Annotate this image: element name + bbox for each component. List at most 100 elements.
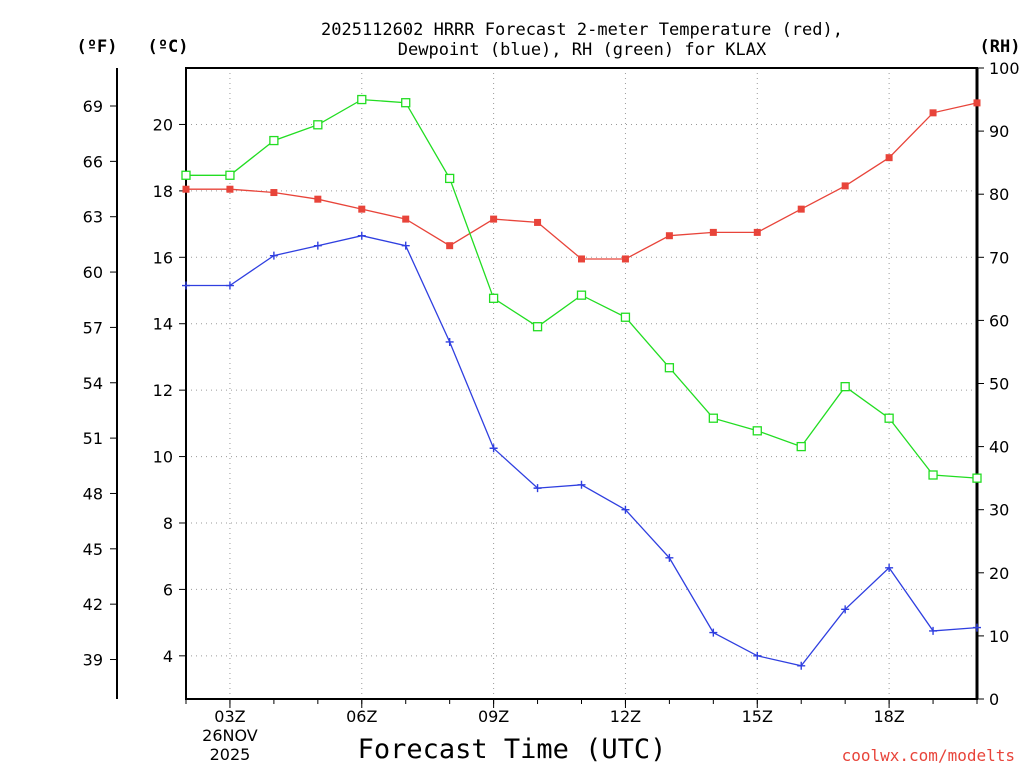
temperature-point — [490, 215, 498, 223]
temperature-point — [797, 205, 805, 213]
credit-text: coolwx.com/modelts — [842, 746, 1015, 765]
temperature-point — [314, 195, 322, 203]
rh-tick-label: 60 — [989, 311, 1009, 330]
temperature-point — [270, 189, 278, 197]
dewpoint-point — [489, 444, 498, 453]
rh-tick-label: 70 — [989, 248, 1009, 267]
rh-point — [269, 135, 279, 146]
fahrenheit-tick-label: 54 — [83, 374, 103, 393]
dewpoint-point — [577, 480, 586, 489]
dewpoint-point — [753, 651, 762, 660]
rh-point — [445, 173, 455, 184]
rh-tick-label: 100 — [989, 59, 1020, 78]
fahrenheit-tick-label: 66 — [83, 152, 103, 171]
x-tick-label: 06Z — [346, 707, 377, 726]
fahrenheit-tick-label: 63 — [83, 208, 103, 227]
dewpoint-point — [313, 241, 322, 250]
dewpoint-point — [357, 231, 366, 240]
rh-point — [620, 312, 631, 322]
axis-layer: 39 42 45 48 51 54 57 60 63 66 69 4 6 8 10 12 14 16 18 20 0 10… — [83, 59, 1020, 764]
rh-tick-label: 10 — [989, 627, 1009, 646]
rh-tick-label: 30 — [989, 501, 1009, 520]
temperature-point — [753, 228, 761, 236]
rh-point — [752, 426, 762, 436]
celsius-tick-label: 20 — [153, 115, 173, 134]
temperature-point — [182, 185, 190, 193]
temperature-point — [973, 99, 981, 107]
x-tick-label: 18Z — [873, 707, 904, 726]
grid-layer — [186, 68, 977, 699]
dewpoint-point — [445, 337, 454, 346]
dewpoint-point — [709, 628, 718, 637]
temperature-point — [709, 228, 717, 236]
rh-point — [884, 413, 894, 423]
rh-point — [664, 363, 675, 373]
rh-point — [972, 473, 982, 483]
rh-point — [181, 170, 191, 180]
x-tick-date: 26NOV — [202, 726, 258, 745]
rh-point — [401, 98, 411, 108]
rh-tick-label: 40 — [989, 438, 1009, 457]
x-tick-label: 09Z — [478, 707, 509, 726]
fahrenheit-unit-label: (ºF) — [77, 37, 118, 57]
rh-point — [357, 94, 367, 105]
temperature-point — [402, 215, 410, 223]
fahrenheit-tick-label: 60 — [83, 263, 103, 282]
dewpoint-point — [841, 605, 850, 614]
rh-point — [928, 470, 938, 480]
dewpoint-point — [533, 484, 542, 493]
series-layer — [181, 94, 982, 670]
dewpoint-point — [269, 251, 278, 260]
dewpoint-point — [665, 553, 674, 562]
fahrenheit-tick-label: 39 — [83, 651, 103, 670]
celsius-tick-label: 12 — [153, 381, 173, 400]
rh-tick-label: 20 — [989, 564, 1009, 583]
celsius-tick-label: 4 — [163, 647, 173, 666]
temperature-point — [446, 242, 454, 250]
x-tick-label: 03Z — [214, 707, 245, 726]
chart-title-line-2: Dewpoint (blue), RH (green) for KLAX — [398, 40, 767, 60]
fahrenheit-tick-label: 69 — [83, 97, 103, 116]
chart-title-line-1: 2025112602 HRRR Forecast 2-meter Tempera… — [321, 20, 843, 40]
rh-point — [225, 170, 235, 180]
temperature-point — [929, 109, 937, 117]
dewpoint-point — [225, 281, 234, 290]
temperature-point — [885, 154, 893, 162]
dewpoint-point — [401, 241, 410, 250]
fahrenheit-tick-label: 42 — [83, 595, 103, 614]
temperature-point — [578, 255, 585, 263]
temperature-point — [358, 205, 366, 213]
rh-tick-label: 90 — [989, 122, 1009, 141]
rh-tick-label: 80 — [989, 185, 1009, 204]
fahrenheit-tick-label: 45 — [83, 540, 103, 559]
celsius-unit-label: (ºC) — [148, 37, 189, 57]
rh-point — [313, 120, 323, 130]
rh-point — [488, 293, 499, 303]
rh-line — [186, 98, 978, 479]
dewpoint-point — [973, 623, 981, 632]
rh-tick-label: 50 — [989, 375, 1009, 394]
x-tick-year: 2025 — [210, 745, 251, 764]
rh-point — [840, 382, 850, 392]
rh-point — [532, 322, 543, 332]
x-axis-label: Forecast Time (UTC) — [358, 734, 667, 765]
celsius-tick-label: 16 — [153, 248, 173, 267]
plot-frame — [185, 67, 978, 700]
dewpoint-point — [182, 281, 190, 290]
celsius-tick-label: 6 — [163, 580, 173, 599]
temperature-point — [621, 255, 629, 263]
dewpoint-point — [621, 505, 630, 514]
temperature-point — [226, 185, 234, 193]
temperature-point — [665, 232, 673, 240]
celsius-tick-label: 14 — [153, 315, 173, 334]
rh-unit-label: (RH) — [980, 37, 1021, 57]
dewpoint-point — [929, 626, 938, 635]
dewpoint-point — [885, 563, 894, 572]
celsius-tick-label: 8 — [163, 514, 173, 533]
fahrenheit-tick-label: 51 — [83, 429, 103, 448]
rh-point — [708, 413, 718, 423]
dewpoint-point — [797, 661, 806, 670]
rh-tick-label: 0 — [989, 690, 999, 709]
celsius-tick-label: 18 — [153, 182, 173, 201]
